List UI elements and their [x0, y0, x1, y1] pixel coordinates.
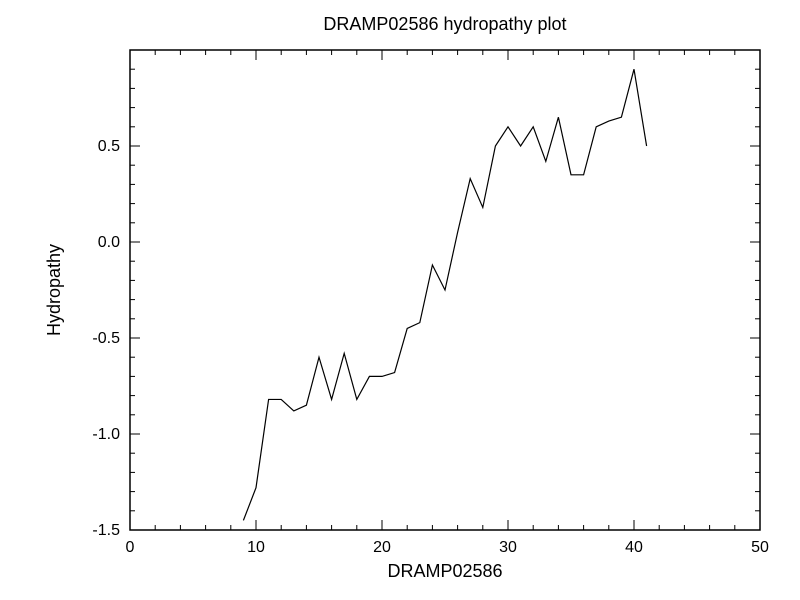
chart-title: DRAMP02586 hydropathy plot [323, 14, 566, 34]
svg-text:10: 10 [247, 539, 265, 556]
hydropathy-chart: 0 10 20 30 40 50 -1.5 -1.0 -0.5 0.0 0.5 DRAMP02586 … [0, 0, 800, 600]
hydropathy-line [243, 69, 646, 520]
svg-text:-1.0: -1.0 [92, 426, 120, 443]
svg-text:0: 0 [126, 539, 135, 556]
svg-text:-1.5: -1.5 [92, 522, 120, 539]
svg-text:40: 40 [625, 539, 643, 556]
chart-svg: 0 10 20 30 40 50 -1.5 -1.0 -0.5 0.0 0.5 DRAMP02586 … [0, 0, 800, 600]
y-axis-label: Hydropathy [44, 244, 64, 336]
svg-text:0.0: 0.0 [98, 234, 120, 251]
svg-text:50: 50 [751, 539, 769, 556]
svg-text:0.5: 0.5 [98, 138, 120, 155]
svg-text:30: 30 [499, 539, 517, 556]
svg-text:-0.5: -0.5 [92, 330, 120, 347]
svg-text:20: 20 [373, 539, 391, 556]
x-axis-label: DRAMP02586 [387, 561, 502, 581]
